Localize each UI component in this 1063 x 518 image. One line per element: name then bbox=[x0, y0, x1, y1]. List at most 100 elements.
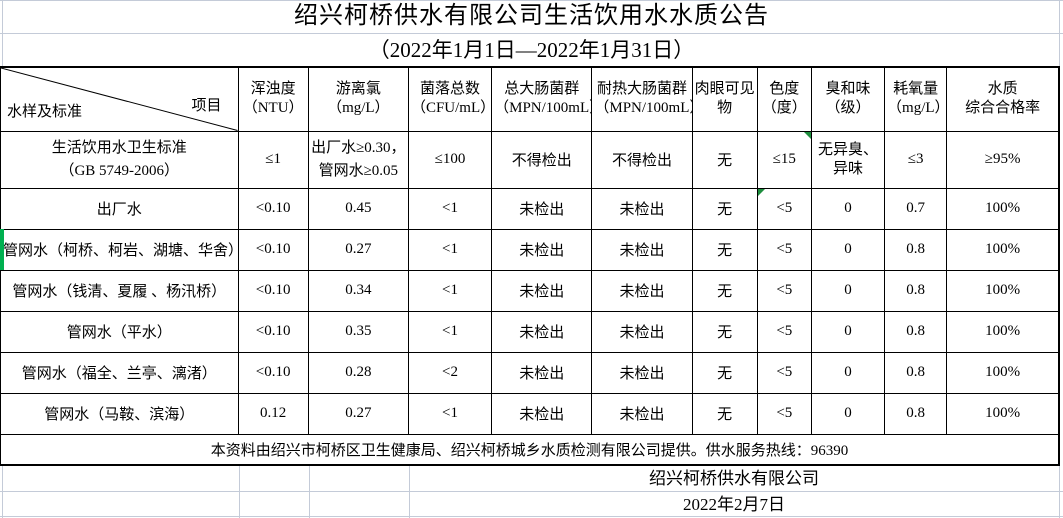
gridline bbox=[0, 491, 1063, 492]
value-cell: 0.28 bbox=[307, 351, 409, 394]
value-cell: 未检出 bbox=[491, 351, 593, 394]
value-cell: <5 bbox=[756, 351, 812, 394]
value-cell: <1 bbox=[407, 187, 493, 230]
value-cell: 100% bbox=[946, 187, 1060, 230]
value-cell: <0.10 bbox=[237, 310, 309, 353]
sample-label: 管网水（福全、兰亭、漓渚） bbox=[0, 351, 239, 394]
value-cell: 100% bbox=[946, 392, 1060, 435]
table-row: 管网水（平水） <0.10 0.35 <1 未检出 未检出无 <5 0 0.8 100% bbox=[0, 310, 1060, 353]
value-cell: 0 bbox=[810, 392, 886, 435]
value-cell: 未检出 bbox=[491, 310, 593, 353]
value-cell: 100% bbox=[946, 269, 1060, 312]
column-header-thermotolerant-coliform: 耐热大肠菌群 （MPN/100mL） bbox=[591, 66, 693, 132]
value-cell: 0.7 bbox=[884, 187, 948, 230]
value-cell: <1 bbox=[407, 228, 493, 271]
table-row: 管网水（钱清、夏履 、杨汛桥） <0.10 0.34 <1 未检出 未检出无 <5 0 0.8 1… bbox=[0, 269, 1060, 312]
value-cell: 0.8 bbox=[884, 392, 948, 435]
water-quality-table: 项目 水样及标准 浑浊度 （NTU） 游离氯（mg/L） 菌落总数 （CFU/m… bbox=[0, 66, 1060, 466]
value-cell: 0.12 bbox=[237, 392, 309, 435]
page-title: 绍兴柯桥供水有限公司生活饮用水水质公告 bbox=[294, 3, 769, 29]
value-cell: <5 bbox=[756, 310, 812, 353]
gridline bbox=[0, 516, 1063, 517]
column-header-colony-count: 菌落总数 （CFU/mL） bbox=[407, 66, 493, 132]
value-cell: 未检出 bbox=[591, 310, 693, 353]
table-row: 出厂水 <0.10 0.45 <1 未检出 未检出无 <5 0 0.7 100% bbox=[0, 187, 1060, 230]
standard-value: ≤15 bbox=[756, 130, 812, 189]
standard-value: 不得检出 bbox=[591, 130, 693, 189]
standard-value: 无 bbox=[691, 130, 758, 189]
value-cell: 0.45 bbox=[307, 187, 409, 230]
value-cell: 无 bbox=[691, 310, 758, 353]
value-cell: 未检出 bbox=[491, 187, 593, 230]
value-cell: <0.10 bbox=[237, 269, 309, 312]
value-cell: 0.8 bbox=[884, 228, 948, 271]
column-header-chromaticity: 色度 （度） bbox=[756, 66, 812, 132]
value-cell: 0 bbox=[810, 351, 886, 394]
value-cell: 0.8 bbox=[884, 351, 948, 394]
value-cell: 0 bbox=[810, 310, 886, 353]
value-cell: 100% bbox=[946, 228, 1060, 271]
sample-label: 管网水（平水） bbox=[0, 310, 239, 353]
value-cell: 0.27 bbox=[307, 392, 409, 435]
gridline bbox=[2, 0, 3, 66]
corner-label-item: 项目 bbox=[191, 98, 222, 114]
value-cell: 0.8 bbox=[884, 310, 948, 353]
value-cell: 100% bbox=[946, 351, 1060, 394]
value-cell: 0 bbox=[810, 187, 886, 230]
value-cell: 0.8 bbox=[884, 269, 948, 312]
column-header-odor: 臭和味 （级） bbox=[810, 66, 886, 132]
gridline bbox=[1059, 466, 1060, 518]
value-cell: 无 bbox=[691, 392, 758, 435]
note-text: 本资料由绍兴市柯桥区卫生健康局、绍兴柯桥城乡水质检测有限公司提供。供水服务热线：… bbox=[0, 433, 1060, 466]
value-cell: 无 bbox=[691, 269, 758, 312]
value-cell: 100% bbox=[946, 310, 1060, 353]
value-cell: 0.27 bbox=[307, 228, 409, 271]
diagonal-line bbox=[1, 68, 238, 131]
standard-value: 不得检出 bbox=[491, 130, 593, 189]
row-marker-green bbox=[0, 229, 4, 270]
standard-value: 无异臭、 异味 bbox=[810, 130, 886, 189]
value-cell: 无 bbox=[691, 351, 758, 394]
header-row: 项目 水样及标准 浑浊度 （NTU） 游离氯（mg/L） 菌落总数 （CFU/m… bbox=[0, 66, 1060, 132]
data-rows-body: 出厂水 <0.10 0.45 <1 未检出 未检出无 <5 0 0.7 100% 管网水（柯桥、柯岩… bbox=[0, 187, 1060, 435]
value-cell: <1 bbox=[407, 269, 493, 312]
standard-value: 出厂水≥0.30， 管网水≥0.05 bbox=[307, 130, 409, 189]
value-cell: <0.10 bbox=[237, 228, 309, 271]
gridline bbox=[309, 466, 310, 518]
standard-value: ≤1 bbox=[237, 130, 309, 189]
standard-row: 生活饮用水卫生标准 （GB 5749-2006） ≤1 出厂水≥0.30， 管网… bbox=[0, 130, 1060, 189]
gridline bbox=[0, 33, 1063, 34]
value-cell: <0.10 bbox=[237, 351, 309, 394]
value-cell: <2 bbox=[407, 351, 493, 394]
sample-label: 管网水（钱清、夏履 、杨汛桥） bbox=[0, 269, 239, 312]
value-cell: 未检出 bbox=[591, 269, 693, 312]
value-cell: 0 bbox=[810, 269, 886, 312]
value-cell: <1 bbox=[407, 310, 493, 353]
value-cell: <5 bbox=[756, 392, 812, 435]
table-row: 管网水（福全、兰亭、漓渚） <0.10 0.28 <2 未检出 未检出无 <5 0 0.8 100… bbox=[0, 351, 1060, 394]
value-cell: 0.34 bbox=[307, 269, 409, 312]
value-cell: <5 bbox=[756, 187, 812, 230]
corner-header-cell: 项目 水样及标准 bbox=[0, 66, 239, 132]
value-cell: 未检出 bbox=[591, 351, 693, 394]
sample-label: 管网水（马鞍、滨海） bbox=[0, 392, 239, 435]
gridline bbox=[2, 466, 3, 518]
value-cell: <5 bbox=[756, 269, 812, 312]
value-cell: <0.10 bbox=[237, 187, 309, 230]
company-signature: 绍兴柯桥供水有限公司 bbox=[649, 469, 819, 488]
column-header-pass-rate: 水质 综合合格率 bbox=[946, 66, 1060, 132]
standard-value: ≥95% bbox=[946, 130, 1060, 189]
value-cell: 未检出 bbox=[491, 392, 593, 435]
value-cell: 无 bbox=[691, 187, 758, 230]
value-cell: 未检出 bbox=[491, 269, 593, 312]
value-cell: 0.35 bbox=[307, 310, 409, 353]
report-period: （2022年1月1日—2022年1月31日） bbox=[368, 38, 695, 62]
value-cell: 未检出 bbox=[591, 187, 693, 230]
notice-date: 2022年2月7日 bbox=[683, 495, 785, 514]
standard-value: ≤100 bbox=[407, 130, 493, 189]
column-header-total-coliform: 总大肠菌群 （MPN/100mL） bbox=[491, 66, 593, 132]
column-header-turbidity: 浑浊度 （NTU） bbox=[237, 66, 309, 132]
column-header-visible-matter: 肉眼可见物 bbox=[691, 66, 758, 132]
value-cell: 无 bbox=[691, 228, 758, 271]
